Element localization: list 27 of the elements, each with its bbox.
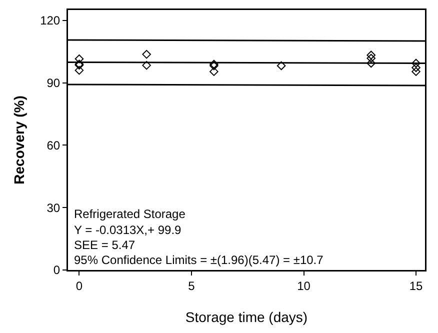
annotation: Refrigerated Storage [74,207,186,221]
point [412,58,420,68]
y-tick-label: 120 [40,14,60,28]
point [276,61,286,70]
x-tick-label: 10 [297,278,311,293]
point [210,67,218,76]
annotation: Y = -0.0313X,+ 99.9 [74,223,182,237]
y-tick-label: 30 [46,200,60,215]
x-tick-label: 0 [76,278,83,293]
y-tick-label: 90 [46,76,60,90]
x-axis-title: Storage time (days) [185,308,308,325]
point [74,66,84,75]
point [142,50,151,59]
point [412,67,420,76]
y-axis-title: Recovery (%) [10,96,27,184]
point [366,50,376,60]
x-tick-label: 15 [409,278,424,293]
x-tick-label: 5 [188,278,196,293]
point [366,58,376,68]
point [366,54,376,63]
annotation: SEE = 5.47 [74,238,136,252]
y-tick-label: 60 [46,138,60,152]
y-tick-label: 0 [53,263,60,278]
point [142,60,151,70]
point [412,63,420,72]
annotation: 95% Confidence Limits = ±(1.96)(5.47) = ±10.7 [74,253,324,267]
point [74,54,84,64]
